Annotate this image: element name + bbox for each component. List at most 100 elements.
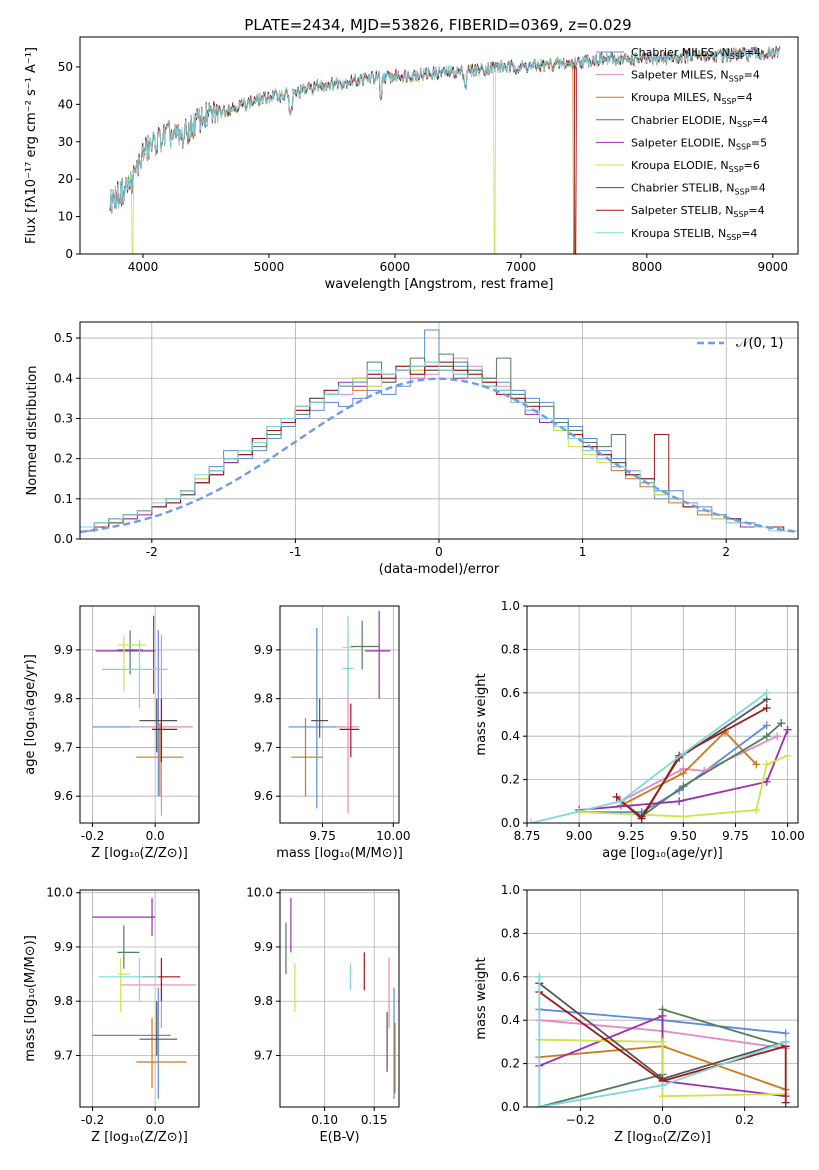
- x-tick-label: 9.50: [670, 829, 697, 843]
- legend-entry: Chabrier MILES, NSSP=4: [631, 46, 761, 61]
- y-tick-label: 1.0: [501, 599, 520, 613]
- weight-marker: [612, 792, 621, 801]
- y-tick-label: 0.2: [54, 452, 73, 466]
- y-axis-label: age [log₁₀(age/yr)]: [23, 654, 38, 775]
- x-tick-label: -0.2: [81, 829, 104, 843]
- x-axis-label: age [log₁₀(age/yr)]: [602, 846, 723, 861]
- weight-marker: [616, 797, 625, 806]
- weight-series: [616, 707, 768, 821]
- plot-area: [80, 329, 798, 534]
- y-tick-label: 0.0: [501, 816, 520, 830]
- age-vs-Z-panel: -0.2 0.0 9.6 9.7 9.8 9.9 Z [log₁₀(Z/Z⊙)] age [l…: [23, 605, 200, 861]
- weight-marker: [781, 1029, 790, 1038]
- x-tick-label: 9.00: [566, 829, 593, 843]
- x-axis-label: Z [log₁₀(Z/Z⊙)]: [91, 846, 188, 861]
- x-tick-label: -2: [146, 545, 158, 559]
- y-tick-label: 1.0: [501, 883, 520, 897]
- x-tick-label: 9.25: [618, 829, 645, 843]
- x-axis-label: E(B-V): [319, 1130, 359, 1145]
- x-tick-label: 8.75: [514, 829, 541, 843]
- weight-marker: [679, 812, 688, 821]
- residuals-panel: -2 -1 0 1 2 0.0 0.1 0.2 0.3 0.4 0.5 (data-model)/er…: [25, 321, 799, 577]
- y-tick-label: 9.8: [254, 692, 273, 706]
- weight-marker: [535, 972, 544, 981]
- weight-series: [641, 722, 782, 818]
- legend-entry: 𝒩(0, 1): [736, 336, 783, 351]
- y-tick-label: 30: [58, 135, 73, 149]
- weight-marker: [752, 805, 761, 814]
- figure-title: PLATE=2434, MJD=53826, FIBERID=0369, z=0…: [244, 16, 631, 34]
- weight-marker: [679, 749, 688, 758]
- weight-marker: [658, 1092, 667, 1101]
- y-tick-label: 0.2: [501, 1057, 520, 1071]
- spectrum-panel: 4000 5000 6000 7000 8000 9000 0 10 20 30 40 50 wavel…: [24, 36, 799, 292]
- y-tick-label: 9.7: [254, 1048, 273, 1062]
- y-tick-label: 20: [58, 172, 73, 186]
- spectrum-line: [109, 47, 781, 215]
- y-tick-label: 9.9: [54, 940, 73, 954]
- y-tick-label: 9.9: [54, 643, 73, 657]
- weight-marker: [783, 725, 792, 734]
- legend-entry: Chabrier ELODIE, NSSP=4: [631, 114, 768, 129]
- weight-series: [530, 692, 768, 823]
- weight-marker: [658, 1081, 667, 1090]
- y-tick-label: 9.7: [54, 1048, 73, 1062]
- weight-series: [579, 724, 768, 813]
- weight-marker: [762, 703, 771, 712]
- x-tick-label: 4000: [128, 260, 159, 274]
- axes-frame: [79, 36, 799, 255]
- weight-marker: [527, 819, 536, 823]
- y-tick-label: 9.8: [254, 994, 273, 1008]
- x-axis-label: wavelength [Angstrom, rest frame]: [325, 277, 554, 292]
- weight-marker: [679, 769, 688, 778]
- x-tick-label: 6000: [380, 260, 411, 274]
- weight-marker: [535, 1103, 544, 1107]
- y-tick-label: 10: [58, 210, 73, 224]
- y-tick-label: 0.4: [501, 729, 520, 743]
- y-axis-label: mass [log₁₀(M/M⊙)]: [23, 935, 38, 1062]
- y-tick-label: 0.3: [54, 411, 73, 425]
- legend-entry: Kroupa ELODIE, NSSP=6: [631, 159, 760, 174]
- x-tick-label: −0.2: [566, 1113, 595, 1127]
- x-tick-label: 0.2: [735, 1113, 754, 1127]
- y-tick-label: 40: [58, 97, 73, 111]
- weight-marker: [781, 1037, 790, 1046]
- weight-marker: [658, 1011, 667, 1020]
- x-axis-label: Z [log₁₀(Z/Z⊙)]: [91, 1130, 188, 1145]
- mass-weight-vs-Z-panel: −0.2 0.0 0.2 0.0 0.2 0.4 0.6 0.8 1.0 Z [log₁₀(Z/Z…: [474, 883, 799, 1145]
- y-tick-label: 0.5: [54, 331, 73, 345]
- x-tick-label: 0: [435, 545, 443, 559]
- weight-marker: [762, 721, 771, 730]
- plot-area: [285, 898, 396, 1099]
- x-tick-label: 2: [722, 545, 730, 559]
- spectrum-legend: Chabrier MILES, NSSP=4 Salpeter MILES, NS…: [596, 46, 768, 242]
- x-tick-label: 9.75: [722, 829, 749, 843]
- y-axis-label: mass weight: [474, 673, 489, 755]
- axes-frame: [279, 889, 400, 1108]
- y-tick-label: 9.6: [54, 789, 73, 803]
- x-tick-label: 0.10: [311, 1113, 338, 1127]
- weight-marker: [783, 751, 792, 760]
- y-tick-label: 10.0: [46, 886, 73, 900]
- x-tick-label: 0.15: [361, 1113, 388, 1127]
- y-tick-label: 9.9: [254, 940, 273, 954]
- weight-marker: [773, 732, 782, 741]
- weight-marker: [762, 760, 771, 769]
- plot-area: [92, 615, 193, 816]
- mass-weight-vs-age-panel: 8.75 9.00 9.25 9.50 9.75 10.00 0.0 0.2 0.4 0.6 0.8…: [474, 599, 805, 861]
- y-tick-label: 0.0: [54, 532, 73, 546]
- mass-vs-ebv-panel: 0.10 0.15 9.7 9.8 9.9 10.0 E(B-V): [246, 886, 400, 1145]
- x-tick-label: 10.00: [770, 829, 804, 843]
- x-tick-label: 0.0: [653, 1113, 672, 1127]
- x-axis-label: mass [log₁₀(M/M⊙)]: [276, 846, 403, 861]
- weight-marker: [777, 719, 786, 728]
- weight-series: [620, 735, 778, 803]
- x-tick-label: 7000: [506, 260, 537, 274]
- y-axis-label: Flux [fλ10⁻¹⁷ erg cm⁻² s⁻¹ A⁻¹]: [24, 47, 39, 244]
- x-tick-label: 10.00: [376, 829, 410, 843]
- weight-series: [579, 729, 789, 811]
- weight-series: [539, 1038, 786, 1098]
- y-tick-label: 0.8: [501, 926, 520, 940]
- y-tick-label: 9.8: [54, 994, 73, 1008]
